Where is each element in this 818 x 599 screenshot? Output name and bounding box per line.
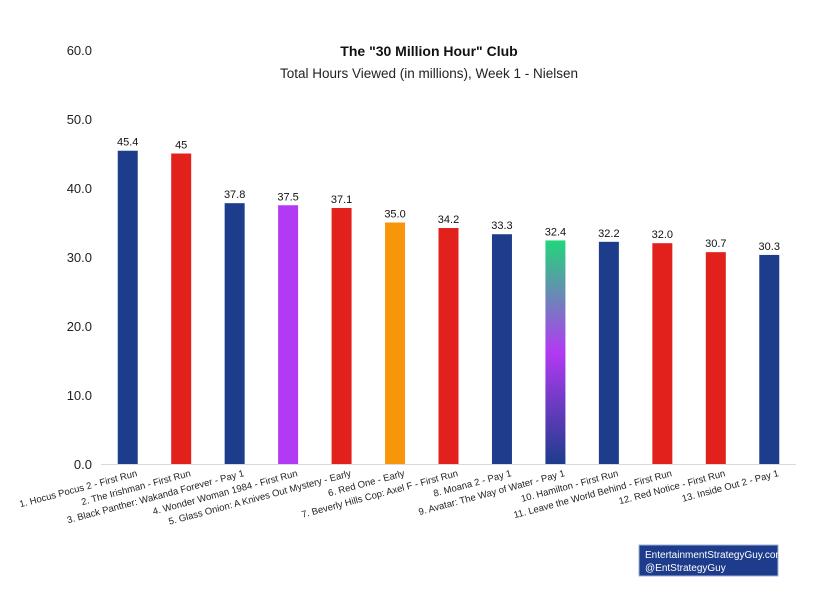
y-tick-label: 20.0 bbox=[67, 319, 92, 334]
bar bbox=[117, 150, 138, 465]
bar bbox=[331, 208, 352, 464]
bar bbox=[759, 254, 780, 464]
credit-box: EntertainmentStrategyGuy.com @EntStrateg… bbox=[638, 544, 784, 577]
bars-group bbox=[117, 150, 780, 465]
data-label: 37.5 bbox=[277, 191, 298, 203]
data-label: 30.3 bbox=[759, 241, 780, 253]
bar bbox=[438, 228, 459, 464]
y-tick-label: 10.0 bbox=[67, 388, 92, 403]
data-label: 35.0 bbox=[384, 209, 405, 221]
bar bbox=[224, 203, 245, 464]
bar bbox=[652, 243, 673, 464]
data-label: 32.0 bbox=[652, 229, 673, 241]
data-label: 37.8 bbox=[224, 189, 245, 201]
data-label: 30.7 bbox=[705, 238, 726, 250]
credit-background bbox=[638, 544, 779, 577]
y-tick-label: 0.0 bbox=[74, 457, 92, 472]
bar bbox=[545, 240, 566, 464]
bar bbox=[171, 153, 192, 464]
data-label: 34.2 bbox=[438, 214, 459, 226]
chart-subtitle: Total Hours Viewed (in millions), Week 1… bbox=[280, 66, 578, 81]
data-label: 32.2 bbox=[598, 228, 619, 240]
bar bbox=[705, 252, 726, 464]
data-labels-group: 45.4 45 37.8 37.5 37.1 35.0 34.2 33.3 32.4 32.2 32… bbox=[117, 137, 780, 253]
data-label: 33.3 bbox=[491, 220, 512, 232]
y-tick-label: 40.0 bbox=[67, 181, 92, 196]
y-tick-label: 30.0 bbox=[67, 250, 92, 265]
y-axis: 0.0 10.0 20.0 30.0 40.0 50.0 60.0 bbox=[67, 43, 92, 472]
data-label: 32.4 bbox=[545, 226, 566, 238]
bar bbox=[278, 205, 299, 464]
bar bbox=[598, 241, 619, 464]
bar bbox=[385, 222, 406, 464]
bar bbox=[491, 234, 512, 464]
credit-line-2: @EntStrategyGuy bbox=[645, 563, 726, 574]
chart-title: The "30 Million Hour" Club bbox=[340, 43, 517, 59]
y-tick-label: 50.0 bbox=[67, 112, 92, 127]
credit-line-1: EntertainmentStrategyGuy.com bbox=[645, 550, 784, 561]
data-label: 37.1 bbox=[331, 194, 352, 206]
data-label: 45.4 bbox=[117, 137, 138, 149]
data-label: 45 bbox=[175, 140, 187, 152]
y-tick-label: 60.0 bbox=[67, 43, 92, 58]
